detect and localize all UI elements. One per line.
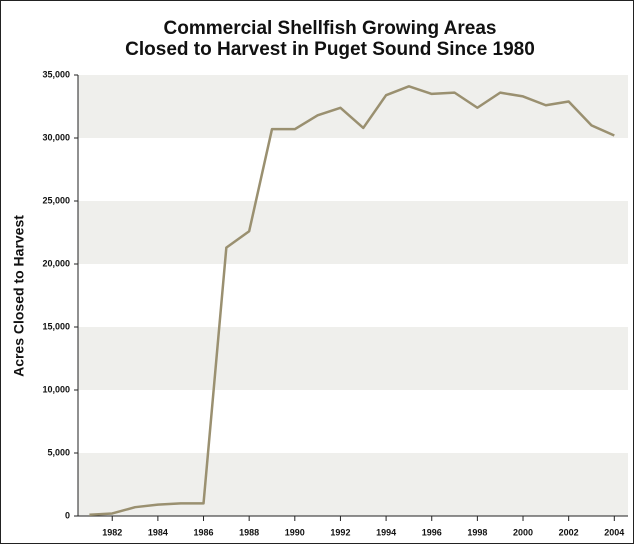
y-tick-label: 30,000 (42, 132, 70, 142)
grid-band (78, 201, 628, 264)
data-line (89, 85, 615, 516)
chart-title: Closed to Harvest in Puget Sound Since 1… (125, 39, 535, 60)
x-tick-label: 1996 (422, 527, 442, 537)
x-tick-label: 1982 (102, 527, 122, 537)
grid-band (78, 75, 628, 138)
x-tick-label: 1988 (239, 527, 259, 537)
x-tick-label: 1992 (330, 527, 350, 537)
x-tick-label: 2004 (604, 527, 624, 537)
x-tick-label: 1994 (376, 527, 396, 537)
x-tick-label: 1986 (194, 527, 214, 537)
x-tick-label: 2000 (513, 527, 533, 537)
y-tick-label: 5,000 (47, 447, 70, 457)
x-tick-label: 2002 (559, 527, 579, 537)
x-tick-label: 1998 (467, 527, 487, 537)
x-tick-label: 1984 (148, 527, 168, 537)
chart-title: Commercial Shellfish Growing Areas (164, 18, 497, 39)
grid-band (78, 327, 628, 390)
y-tick-label: 0 (65, 510, 70, 520)
y-tick-label: 25,000 (42, 195, 70, 205)
x-tick-label: 1990 (285, 527, 305, 537)
y-axis-label: Acres Closed to Harvest (11, 215, 27, 377)
y-tick-label: 15,000 (42, 321, 70, 331)
y-tick-label: 20,000 (42, 258, 70, 268)
grid-band (78, 453, 628, 516)
y-tick-label: 10,000 (42, 384, 70, 394)
y-tick-label: 35,000 (42, 69, 70, 79)
